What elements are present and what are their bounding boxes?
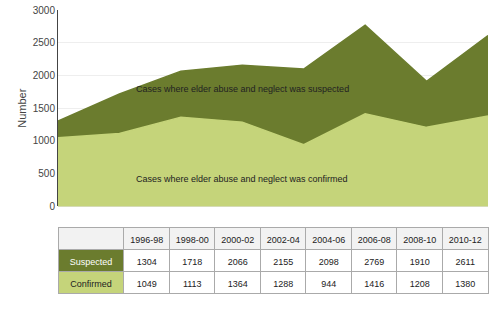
svg-text:3000: 3000: [33, 5, 56, 16]
svg-text:500: 500: [38, 168, 55, 179]
svg-text:2500: 2500: [33, 37, 56, 48]
svg-text:2066: 2066: [228, 257, 248, 267]
svg-text:2002-04: 2002-04: [267, 235, 300, 245]
svg-text:1500: 1500: [33, 103, 56, 114]
svg-text:2000-02: 2000-02: [221, 235, 254, 245]
svg-text:Confirmed: Confirmed: [70, 279, 112, 289]
svg-text:1364: 1364: [228, 279, 248, 289]
svg-text:2006-08: 2006-08: [358, 235, 391, 245]
svg-text:Number: Number: [16, 88, 28, 127]
svg-text:944: 944: [321, 279, 336, 289]
svg-text:2611: 2611: [456, 257, 475, 267]
svg-text:1910: 1910: [410, 257, 430, 267]
svg-text:1304: 1304: [137, 257, 157, 267]
svg-text:1208: 1208: [410, 279, 430, 289]
svg-text:1380: 1380: [455, 279, 475, 289]
svg-text:0: 0: [49, 201, 55, 212]
svg-text:Cases where elder abuse and ne: Cases where elder abuse and neglect was …: [136, 84, 349, 94]
svg-text:2155: 2155: [273, 257, 293, 267]
svg-text:2098: 2098: [319, 257, 339, 267]
svg-text:2008-10: 2008-10: [403, 235, 436, 245]
svg-text:1718: 1718: [182, 257, 202, 267]
svg-text:Suspected: Suspected: [70, 257, 113, 267]
svg-text:1416: 1416: [364, 279, 384, 289]
svg-text:1113: 1113: [183, 279, 202, 289]
svg-text:1049: 1049: [137, 279, 157, 289]
svg-text:1000: 1000: [33, 135, 56, 146]
svg-text:1996-98: 1996-98: [130, 235, 163, 245]
svg-text:2769: 2769: [364, 257, 384, 267]
svg-text:2010-12: 2010-12: [449, 235, 482, 245]
svg-text:1998-00: 1998-00: [176, 235, 209, 245]
svg-text:1288: 1288: [273, 279, 293, 289]
svg-text:2004-06: 2004-06: [312, 235, 345, 245]
svg-text:2000: 2000: [33, 70, 56, 81]
svg-text:Cases where elder abuse and ne: Cases where elder abuse and neglect was …: [136, 174, 348, 184]
